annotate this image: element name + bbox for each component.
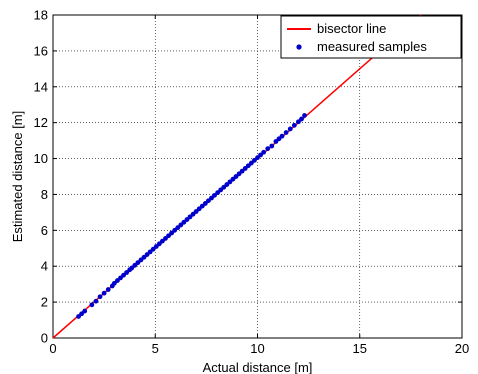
- y-axis-label: Estimated distance [m]: [10, 111, 25, 243]
- x-axis-label: Actual distance [m]: [203, 360, 313, 374]
- sample-point: [299, 116, 304, 122]
- sample-point: [82, 308, 88, 314]
- legend-box: [280, 15, 462, 59]
- y-tick-label: 6: [41, 223, 48, 238]
- sample-point: [269, 143, 275, 149]
- x-tick-label: 5: [152, 341, 159, 356]
- y-tick-label: 2: [41, 295, 48, 310]
- sample-point: [302, 113, 307, 118]
- x-tick-label: 20: [455, 341, 469, 356]
- sample-point: [283, 130, 289, 135]
- series-layer: [52, 14, 422, 339]
- sample-point: [291, 122, 297, 128]
- sample-point: [287, 126, 293, 132]
- y-tick-label: 8: [41, 187, 48, 202]
- legend-label-samples: measured samples: [317, 39, 427, 54]
- y-tick-label: 16: [34, 43, 48, 58]
- sample-point: [261, 149, 267, 155]
- x-tick-label: 0: [49, 341, 56, 356]
- y-tick-label: 18: [34, 8, 48, 23]
- legend-label-bisector: bisector line: [317, 21, 386, 36]
- legend: bisector line measured samples: [280, 15, 462, 59]
- sample-point: [93, 298, 99, 304]
- y-tick-label: 0: [41, 331, 48, 346]
- sample-point: [265, 146, 271, 152]
- sample-point: [105, 287, 111, 292]
- sample-point: [279, 133, 285, 139]
- legend-dot-swatch: [296, 44, 302, 50]
- y-tick-label: 12: [34, 115, 48, 130]
- y-tick-label: 4: [41, 259, 48, 274]
- y-tick-label: 10: [34, 151, 48, 166]
- sample-point: [101, 290, 107, 296]
- y-tick-label: 14: [34, 79, 48, 94]
- x-tick-label: 10: [250, 341, 264, 356]
- sample-point: [97, 294, 103, 300]
- x-tick-label: 15: [353, 341, 367, 356]
- sample-point: [89, 302, 95, 308]
